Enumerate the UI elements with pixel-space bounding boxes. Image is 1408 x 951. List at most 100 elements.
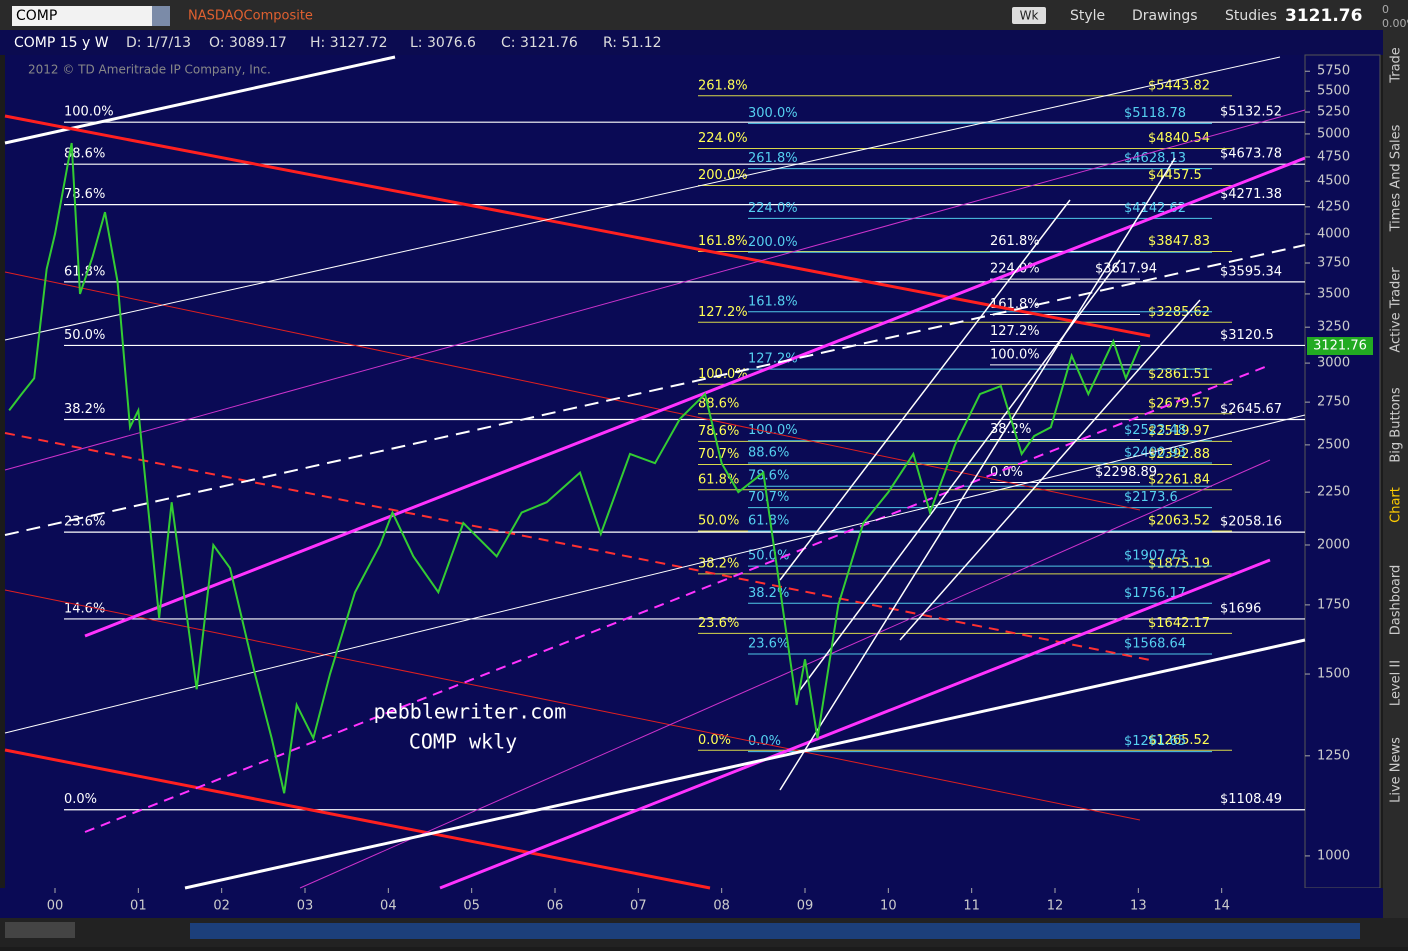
- fib-label: 224.0%: [698, 131, 748, 146]
- side-tab[interactable]: Trade: [1389, 47, 1404, 84]
- fib-label: 38.2%: [990, 422, 1031, 437]
- side-tab[interactable]: Level II: [1389, 660, 1404, 706]
- price-tag-label: 3121.76: [1313, 339, 1367, 354]
- side-tab[interactable]: Times And Sales: [1389, 124, 1404, 232]
- symbol-dropdown[interactable]: [152, 6, 170, 26]
- trend-line: [899, 299, 1201, 641]
- x-tick-label: 14: [1213, 899, 1230, 914]
- fib-label: 0.0%: [990, 465, 1023, 480]
- fib-label: 261.8%: [698, 78, 748, 93]
- fib-price-label: $2400.93: [1124, 446, 1186, 461]
- trend-line: [4, 271, 1141, 511]
- fib-label: 100.0%: [990, 347, 1040, 362]
- fib-label: 23.6%: [698, 616, 739, 631]
- side-tab[interactable]: Active Trader: [1389, 267, 1404, 353]
- fib-label: 14.6%: [64, 601, 105, 616]
- y-tick-label: 2500: [1317, 437, 1350, 452]
- aggregation-button[interactable]: [1012, 7, 1046, 24]
- header-bar: [0, 30, 1408, 55]
- side-tab[interactable]: Chart: [1389, 487, 1404, 523]
- symbol-box[interactable]: [12, 6, 170, 26]
- style-button[interactable]: Style: [1070, 8, 1105, 24]
- drawings-button[interactable]: Drawings: [1132, 8, 1198, 24]
- x-tick-label: 03: [297, 899, 314, 914]
- fib-price-label: $2261.84: [1148, 472, 1210, 487]
- y-tick-label: 2250: [1317, 485, 1350, 500]
- fib-price-label: $3595.34: [1220, 264, 1282, 279]
- trend-line: [4, 56, 1281, 341]
- trend-line: [299, 459, 1271, 889]
- side-tab[interactable]: Live News: [1389, 737, 1404, 803]
- open: O: 3089.17: [209, 35, 287, 51]
- trend-line: [439, 558, 1271, 890]
- last-price: 3121.76: [1285, 6, 1362, 26]
- aggregation: Wk: [1020, 9, 1039, 23]
- copyright: 2012 © TD Ameritrade IP Company, Inc.: [28, 63, 271, 77]
- header: COMP 15 y W D: 1/7/13 O: 3089.17 H: 3127…: [14, 35, 662, 51]
- fib-price-label: $5443.82: [1148, 78, 1210, 93]
- x-tick-label: 13: [1130, 899, 1147, 914]
- fib-label: 38.2%: [64, 402, 105, 417]
- date: D: 1/7/13: [126, 35, 191, 51]
- side-tab[interactable]: Big Buttons: [1389, 387, 1404, 462]
- price-axis: [1304, 54, 1381, 889]
- fib-label: 88.6%: [748, 446, 789, 461]
- close: C: 3121.76: [501, 35, 578, 51]
- price-tag: [1307, 337, 1373, 355]
- y-tick-label: 3500: [1317, 286, 1350, 301]
- fib-price-label: $1907.73: [1124, 549, 1186, 564]
- fib-price-label: $3120.5: [1220, 328, 1274, 343]
- y-tick-label: 2000: [1317, 537, 1350, 552]
- x-tick-label: 12: [1047, 899, 1064, 914]
- fib-price-label: $4840.54: [1148, 131, 1210, 146]
- y-tick-label: 1000: [1317, 848, 1350, 863]
- fib-price-label: $4673.78: [1220, 147, 1282, 162]
- y-tick-label: 5500: [1317, 84, 1350, 99]
- fib-label: 0.0%: [64, 792, 97, 807]
- fib-label: 261.8%: [990, 234, 1040, 249]
- change-pct: 0.00%: [1382, 17, 1408, 30]
- fib-price-label: $1696: [1220, 601, 1261, 616]
- fib-price-label: $3617.94: [1095, 262, 1157, 277]
- high: H: 3127.72: [310, 35, 388, 51]
- trend-line: [184, 638, 1306, 890]
- fib-label: 88.6%: [698, 396, 739, 411]
- y-tick-label: 4000: [1317, 227, 1350, 242]
- change: 0: [1382, 3, 1389, 16]
- fib-label: 50.0%: [64, 328, 105, 343]
- y-tick-label: 5250: [1317, 105, 1350, 120]
- trend-line: [4, 414, 1306, 734]
- fib-price-label: $2058.16: [1220, 515, 1282, 530]
- fib-price-label: $4457.5: [1148, 168, 1202, 183]
- fib-price-label: $4271.38: [1220, 187, 1282, 202]
- fib-price-label: $3285.62: [1148, 305, 1210, 320]
- fib-price-label: $1261.65: [1124, 734, 1186, 749]
- trend-line: [799, 259, 1121, 691]
- x-tick-label: 07: [630, 899, 647, 914]
- fib-label: 161.8%: [698, 234, 748, 249]
- fib-price-label: $5118.78: [1124, 106, 1186, 121]
- fib-price-label: $1875.19: [1148, 556, 1210, 571]
- fib-price-label: $2523.48: [1124, 423, 1186, 438]
- trend-line: [779, 199, 1071, 581]
- zoom-controls[interactable]: [5, 922, 75, 938]
- fib-label: 61.8%: [64, 264, 105, 279]
- annotation: COMP wkly: [409, 730, 517, 754]
- toolbar: [0, 0, 1408, 30]
- x-tick-label: 06: [547, 899, 564, 914]
- side-tabs: [1383, 30, 1408, 947]
- fib-label: 200.0%: [748, 235, 798, 250]
- fib-price-label: $2645.67: [1220, 402, 1282, 417]
- low: L: 3076.6: [410, 35, 476, 51]
- trend-line: [84, 156, 1306, 638]
- fib-label: 78.6%: [64, 187, 105, 202]
- fib-price-label: $3847.83: [1148, 234, 1210, 249]
- studies-button[interactable]: Studies: [1225, 8, 1277, 24]
- time-axis: [0, 888, 1383, 918]
- x-tick-label: 08: [713, 899, 730, 914]
- x-tick-label: 05: [463, 899, 480, 914]
- scrollbar[interactable]: [190, 923, 1360, 939]
- side-tab[interactable]: Dashboard: [1389, 565, 1404, 636]
- fib-label: 78.6%: [698, 424, 739, 439]
